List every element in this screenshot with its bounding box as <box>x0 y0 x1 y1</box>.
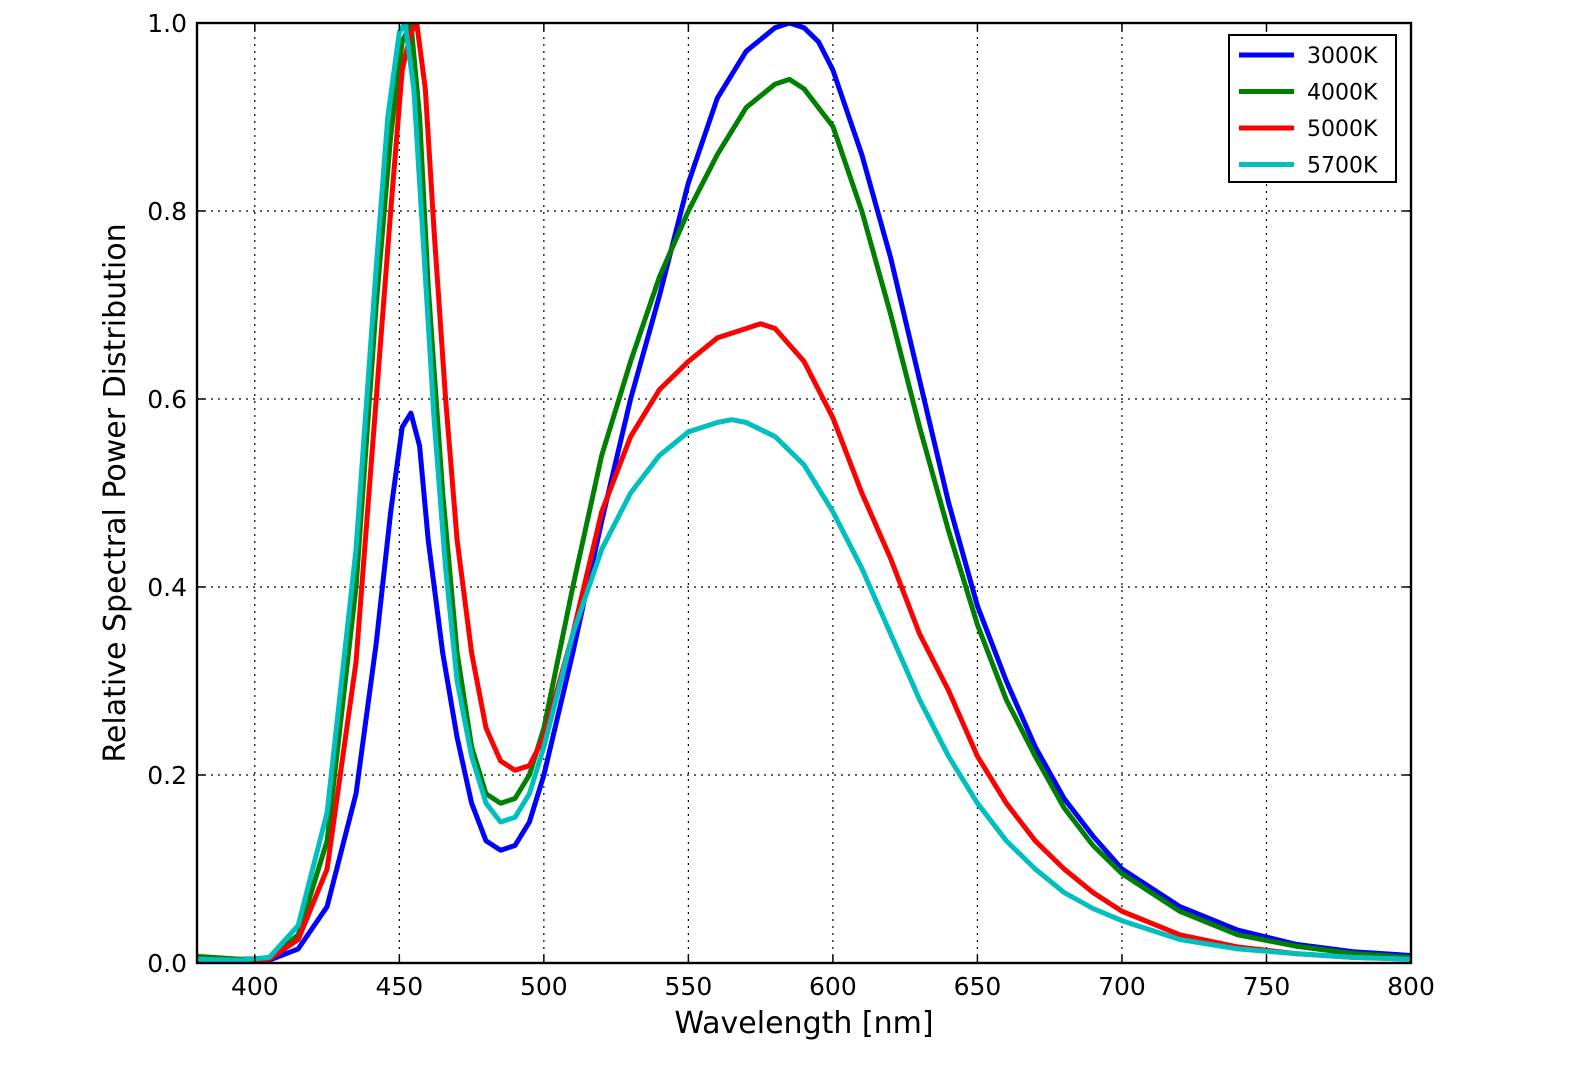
y-tick-label: 0.4 <box>147 573 187 602</box>
grid-lines <box>197 23 1411 963</box>
y-tick-label: 1.0 <box>147 9 187 38</box>
x-tick-label: 600 <box>809 972 857 1001</box>
legend-label-3000K: 3000K <box>1307 44 1378 69</box>
series-line-5700K <box>197 23 1411 963</box>
x-tick-label: 700 <box>1098 972 1146 1001</box>
y-axis-label: Relative Spectral Power Distribution <box>98 223 133 762</box>
series-lines <box>197 23 1411 963</box>
series-line-5000K <box>197 23 1411 963</box>
y-tick-labels: 0.0 0.2 0.4 0.6 0.8 1.0 <box>147 9 187 978</box>
y-tick-label: 0.6 <box>147 385 187 414</box>
x-tick-label: 750 <box>1243 972 1291 1001</box>
y-tick-label: 0.0 <box>147 949 187 978</box>
x-axis-label: Wavelength [nm] <box>674 1006 933 1041</box>
legend: 3000K 4000K 5000K 5700K <box>1228 34 1397 183</box>
axis-ticks <box>197 22 1412 964</box>
x-tick-label: 550 <box>665 972 713 1001</box>
legend-label-5000K: 5000K <box>1307 117 1378 142</box>
plot-frame <box>195 21 1413 965</box>
x-tick-label: 450 <box>375 972 423 1001</box>
series-line-3000K <box>197 23 1411 963</box>
y-tick-label: 0.8 <box>147 197 187 226</box>
legend-label-5700K: 5700K <box>1307 154 1378 179</box>
y-tick-label: 0.2 <box>147 761 187 790</box>
legend-box <box>1228 34 1397 183</box>
x-tick-labels: 400 450 500 550 600 650 700 750 800 <box>231 972 1435 1001</box>
x-tick-label: 400 <box>231 972 279 1001</box>
x-tick-label: 650 <box>954 972 1002 1001</box>
x-tick-label: 500 <box>520 972 568 1001</box>
series-line-4000K <box>197 23 1411 962</box>
legend-label-4000K: 4000K <box>1307 81 1378 106</box>
x-tick-label: 800 <box>1387 972 1435 1001</box>
